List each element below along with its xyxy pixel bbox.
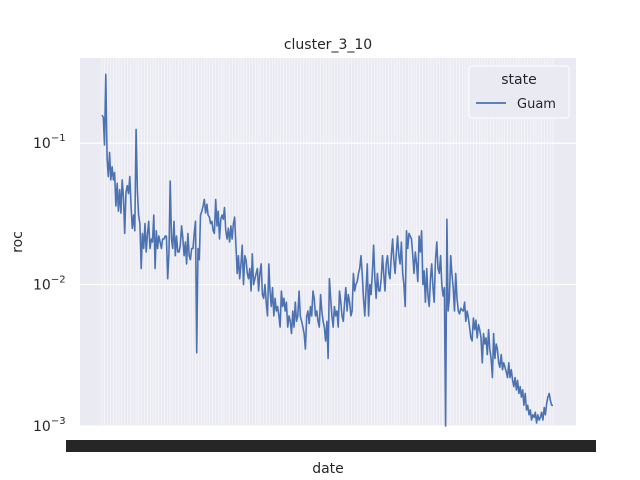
x-gridlines <box>101 58 554 426</box>
y-tick-exponent: −3 <box>51 416 66 427</box>
series-layer <box>101 73 553 427</box>
x-tick-label-cluster <box>66 440 596 452</box>
y-tick-labels: 10−1 10−2 10−3 <box>33 133 66 435</box>
y-tick-label: 10−2 <box>33 275 66 294</box>
y-gridlines <box>80 142 576 427</box>
legend-box <box>468 65 570 119</box>
chart-title: cluster_3_10 <box>284 37 372 53</box>
x-axis-label: date <box>312 461 344 477</box>
series-line-guam <box>101 73 553 427</box>
y-tick-exponent: −1 <box>51 133 66 144</box>
legend-title: state <box>501 72 536 88</box>
y-tick-exponent: −2 <box>51 275 66 286</box>
x-tick-labels <box>66 440 596 452</box>
y-tick-label: 10−3 <box>33 416 66 435</box>
legend-entry-guam: Guam <box>517 97 556 112</box>
y-tick-label: 10−1 <box>33 133 66 152</box>
legend: state Guam <box>468 65 570 119</box>
y-axis-label: roc <box>10 231 26 253</box>
